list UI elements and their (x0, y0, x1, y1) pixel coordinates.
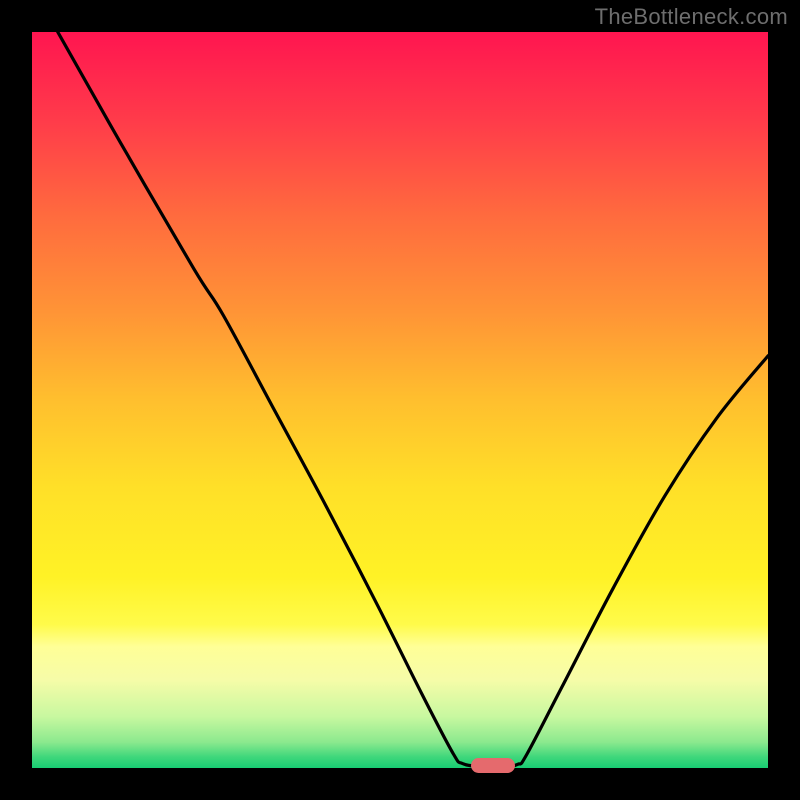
curve-layer (32, 32, 768, 768)
optimal-marker (471, 758, 515, 773)
bottleneck-curve (58, 32, 768, 767)
chart-plot-area (32, 32, 768, 768)
watermark-text: TheBottleneck.com (595, 4, 788, 30)
